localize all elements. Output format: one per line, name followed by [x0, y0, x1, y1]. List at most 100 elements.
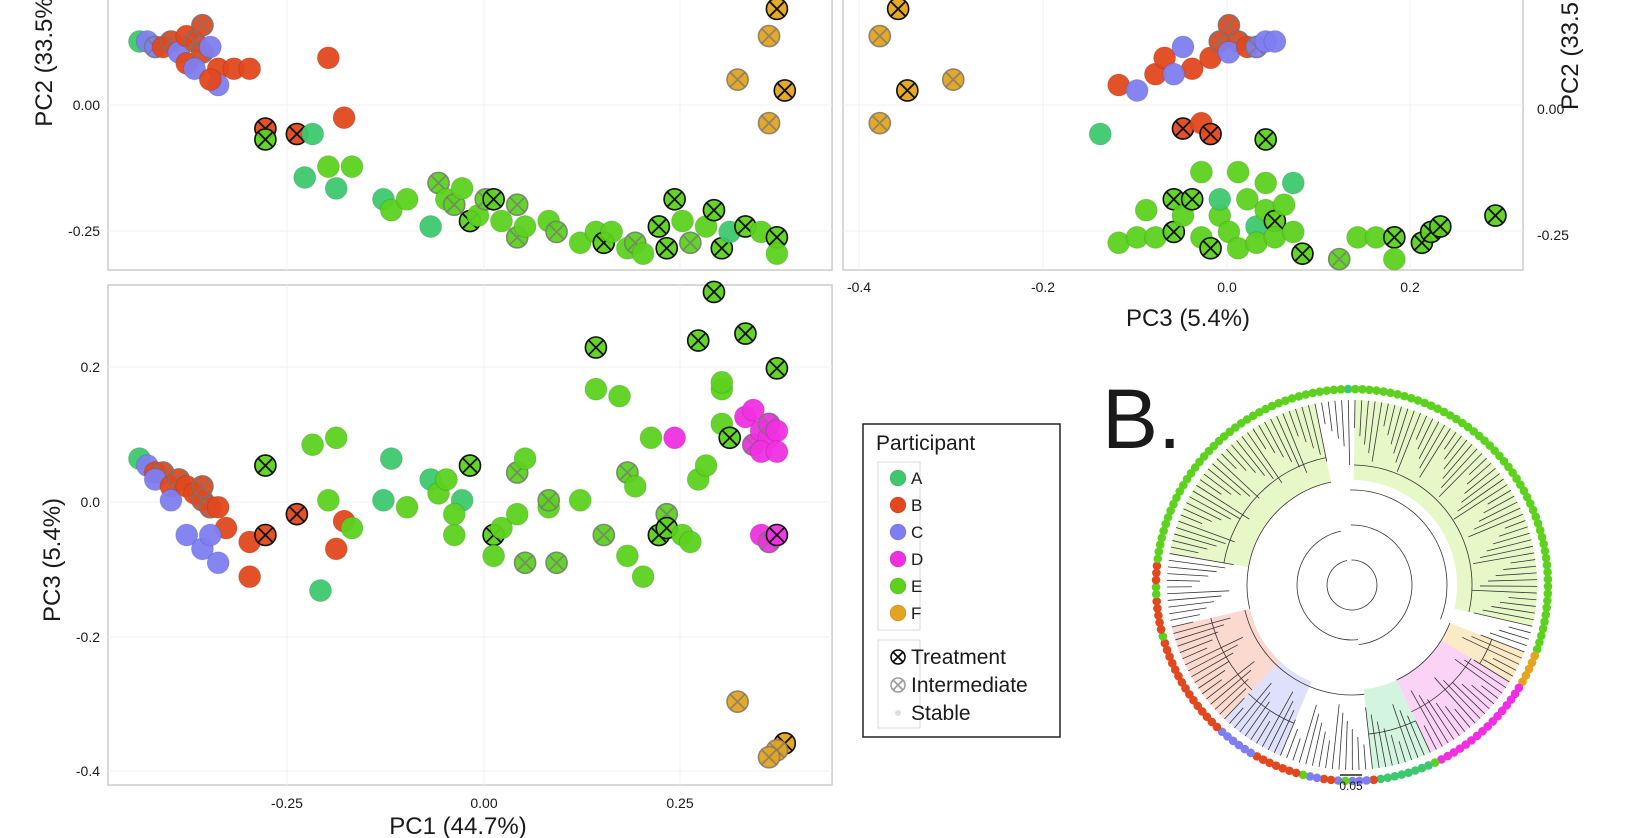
scatter-point — [253, 454, 277, 478]
scatter-point — [639, 426, 663, 450]
scatter-point — [765, 242, 789, 266]
legend-swatch — [889, 496, 907, 514]
scatter-point — [482, 187, 506, 211]
tree-tip — [1535, 525, 1545, 535]
tick-y-right-0: 0.00 — [1537, 101, 1564, 117]
scatter-point — [702, 280, 726, 304]
tree-tip — [1169, 499, 1178, 509]
scatter-point — [1327, 247, 1351, 271]
scatter-point — [253, 523, 277, 547]
scatter-point — [895, 78, 919, 102]
legend-label: F — [911, 604, 921, 623]
panel-b-label: B. — [1102, 372, 1181, 466]
tick-x-pc3-2: 0.0 — [1217, 279, 1237, 295]
scatter-point — [308, 579, 332, 603]
scatter-point — [726, 690, 750, 714]
scatter-point — [773, 78, 797, 102]
clade-wedge — [1441, 623, 1525, 683]
tree-tip — [1543, 589, 1553, 598]
tree-tip — [1540, 546, 1550, 556]
scatter-point — [198, 68, 222, 92]
tree-tip — [1287, 394, 1297, 403]
scatter-point — [1134, 198, 1158, 222]
tree-tip — [1437, 755, 1446, 764]
scatter-point — [340, 155, 364, 179]
scatter-point — [238, 565, 262, 589]
tree-tip — [1532, 644, 1542, 654]
scatter-point — [482, 544, 506, 568]
scatter-point — [301, 122, 325, 146]
scatter-point — [324, 426, 348, 450]
legend-intermediate-label: Intermediate — [911, 674, 1028, 697]
scatter-point — [733, 322, 757, 346]
panel-pc3-pc2-points — [868, 0, 1507, 271]
legend-treatment-label: Treatment — [911, 646, 1006, 669]
scatter-point — [505, 502, 529, 526]
tree-tip — [1400, 391, 1409, 401]
scatter-point — [324, 537, 348, 561]
tree-tip — [1315, 387, 1325, 396]
legend-stable-label: Stable — [911, 702, 971, 725]
tree-tip — [1161, 519, 1171, 529]
tree-tip — [1160, 638, 1170, 648]
axis-title-pc1-bottom: PC1 (44.7%) — [389, 813, 526, 838]
scatter-point — [1171, 35, 1195, 59]
panel-pc1-pc3 — [107, 280, 833, 786]
scatter-point — [1382, 225, 1406, 249]
legend-label: A — [911, 469, 923, 488]
tree-tip — [1525, 499, 1535, 508]
scatter-point — [765, 356, 789, 380]
tree-tip — [1174, 671, 1183, 681]
axis-title-pc2-right: PC2 (33.5 — [1557, 2, 1584, 110]
tree-tip — [1154, 547, 1164, 557]
scatter-point — [1290, 242, 1314, 266]
tree-tip — [1383, 773, 1393, 783]
tree-tip — [1166, 506, 1175, 516]
tree-tip — [1533, 519, 1543, 528]
scatter-point — [584, 336, 608, 359]
tree-tip — [1265, 758, 1274, 768]
tree-tip — [1326, 775, 1336, 785]
axis-titles: PC2 (33.5%) PC2 (33.5 PC3 (5.4%) PC3 (5.… — [31, 0, 1584, 838]
scatter-point — [159, 488, 183, 512]
axis-title-pc2-left: PC2 (33.5%) — [31, 0, 58, 127]
tree-tip — [1406, 393, 1416, 403]
scatter-point — [340, 516, 364, 540]
scatter-point — [183, 57, 207, 81]
scatter-point — [568, 231, 592, 255]
scatter-point — [686, 329, 710, 353]
scatter-point — [1199, 236, 1223, 260]
tree-tip — [1524, 664, 1534, 674]
tree-tip — [1267, 401, 1277, 411]
tree-tip — [1271, 761, 1281, 771]
scatter-point — [316, 46, 340, 70]
scatter-point — [1162, 62, 1186, 86]
tree-tip — [1540, 617, 1549, 627]
tree-tip — [1343, 384, 1353, 394]
tree-tip — [1274, 398, 1284, 408]
scatter-point — [316, 155, 340, 179]
tree-tip — [1163, 513, 1173, 522]
tree-tip — [1152, 597, 1161, 606]
tree-tip — [1153, 604, 1162, 613]
scatter-point — [513, 214, 537, 238]
tree-tip — [1258, 755, 1268, 765]
scatter-point — [395, 495, 419, 519]
scatter-point — [765, 419, 789, 443]
scatter-point — [568, 488, 592, 512]
scatter-point — [710, 370, 734, 394]
scatter-point — [1281, 171, 1305, 195]
tree-tip — [1340, 776, 1350, 786]
axis-ticks: 0.00 -0.25 0.00 -0.25 -0.4 -0.2 0.0 0.2 … — [68, 97, 1569, 811]
scatter-point — [450, 176, 474, 200]
tree-tip — [1537, 532, 1547, 542]
panel-pc1-pc3-points — [127, 280, 797, 769]
tree-tip — [1542, 603, 1551, 613]
scatter-point — [442, 502, 466, 526]
legend-swatch — [889, 604, 907, 622]
scatter-point — [190, 13, 214, 37]
scatter-point — [663, 426, 687, 450]
tree-tip — [1426, 401, 1436, 411]
scatter-point — [623, 474, 647, 498]
